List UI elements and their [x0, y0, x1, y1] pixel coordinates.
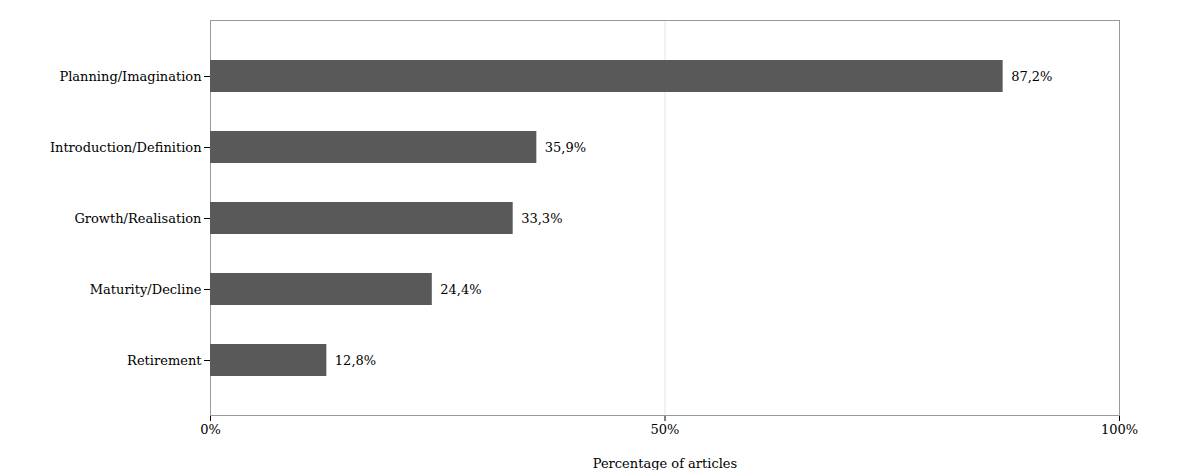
svg-text:Percentage of articles: Percentage of articles	[593, 456, 737, 471]
svg-text:Growth/Realisation: Growth/Realisation	[74, 211, 202, 226]
svg-text:Planning/Imagination: Planning/Imagination	[59, 69, 202, 84]
svg-text:100%: 100%	[1101, 422, 1138, 437]
svg-text:0%: 0%	[200, 422, 221, 437]
svg-text:12,8%: 12,8%	[335, 353, 376, 368]
svg-text:Retirement: Retirement	[127, 353, 202, 368]
svg-text:87,2%: 87,2%	[1011, 69, 1052, 84]
svg-text:50%: 50%	[651, 422, 680, 437]
svg-text:35,9%: 35,9%	[545, 140, 586, 155]
svg-text:24,4%: 24,4%	[440, 282, 481, 297]
svg-text:33,3%: 33,3%	[521, 211, 562, 226]
svg-text:Introduction/Definition: Introduction/Definition	[50, 140, 202, 155]
svg-text:Maturity/Decline: Maturity/Decline	[90, 282, 202, 297]
